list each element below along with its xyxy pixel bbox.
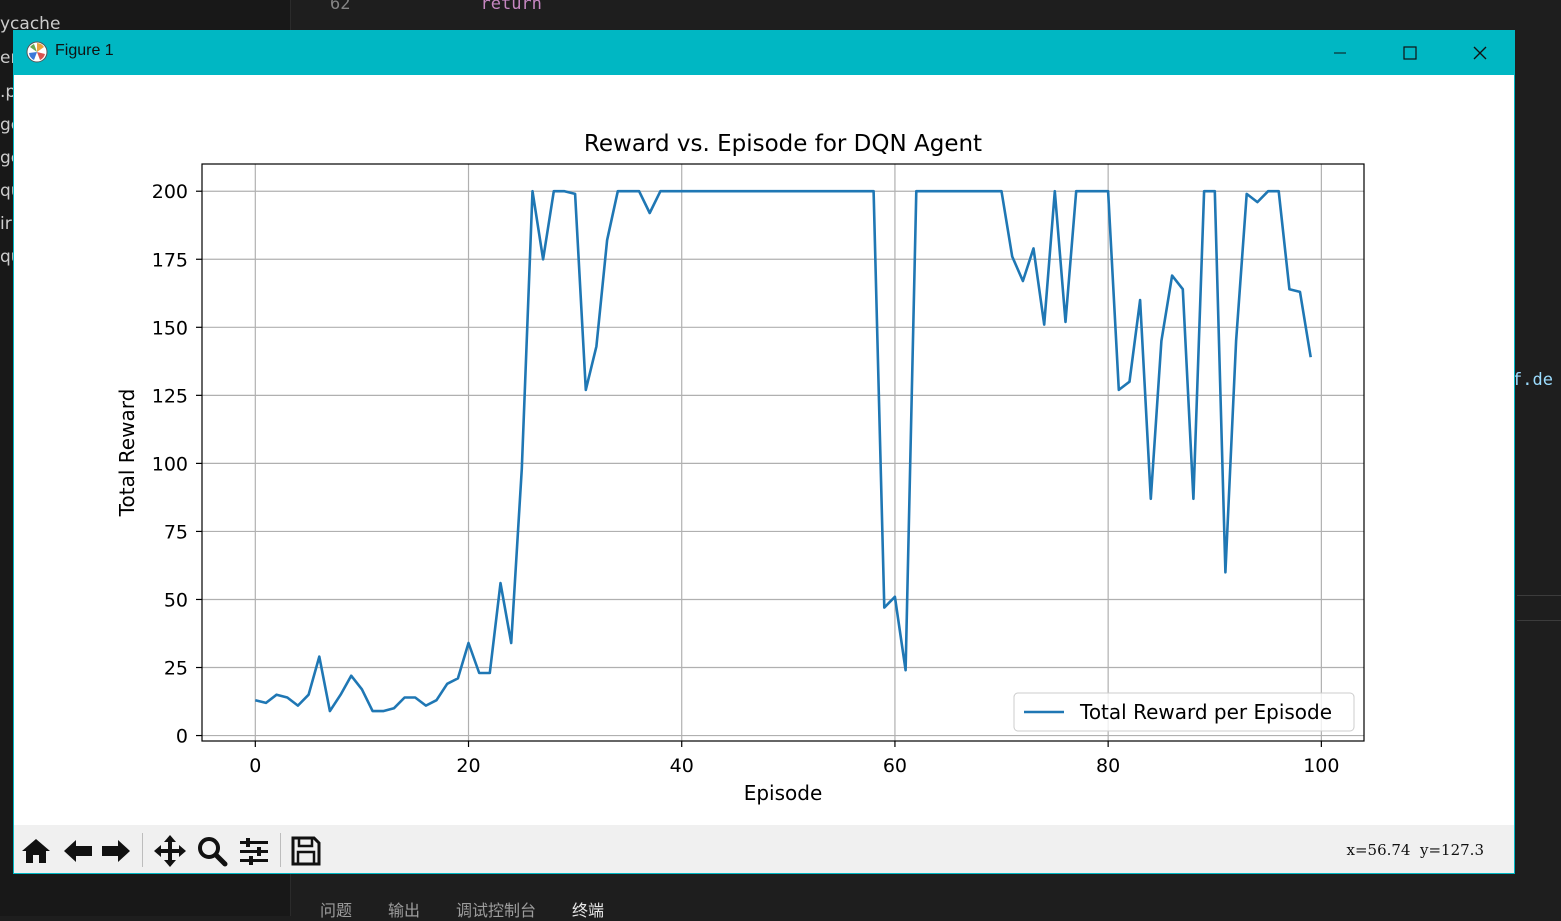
axes-frame (201, 163, 1365, 742)
grid (202, 164, 1364, 741)
y-tick-label: 200 (152, 181, 188, 203)
chart-title: Reward vs. Episode for DQN Agent (584, 131, 982, 157)
x-tick-label: 0 (249, 755, 261, 777)
y-tick-label: 25 (164, 658, 188, 680)
maximize-icon (1403, 46, 1417, 60)
x-tick-label: 60 (883, 755, 907, 777)
line-chart: 0 20 40 60 80 100 0 25 50 75 100 125 150 175 200 Rewar… (115, 131, 1365, 805)
window-titlebar[interactable]: Figure 1 (14, 31, 1514, 75)
configure-button[interactable] (236, 833, 272, 869)
y-tick-label: 175 (152, 249, 188, 271)
x-tick-label: 80 (1096, 755, 1120, 777)
tab-output[interactable]: 输出 (388, 901, 421, 920)
x-tick-label: 40 (670, 755, 694, 777)
save-icon (291, 836, 321, 866)
figure-window: Figure 1 0 20 40 60 80 100 0 25 50 75 100 125 150 175… (13, 30, 1515, 874)
divider (1517, 595, 1561, 596)
plot-canvas[interactable]: 0 20 40 60 80 100 0 25 50 75 100 125 150 175 200 Rewar… (14, 75, 1514, 825)
close-button[interactable] (1445, 31, 1515, 75)
line-number: 62 (330, 0, 351, 14)
minimize-icon (1334, 52, 1346, 54)
forward-icon (102, 840, 130, 862)
code-line: 62 return (330, 0, 542, 14)
home-icon (22, 839, 50, 863)
series-group (254, 189, 1312, 713)
y-tick-label: 100 (152, 453, 188, 475)
x-tick-label: 20 (456, 755, 480, 777)
code-keyword: return (480, 0, 542, 14)
forward-button[interactable] (98, 833, 134, 869)
pan-button[interactable] (152, 833, 188, 869)
series-line (254, 189, 1312, 713)
toolbar-separator (142, 833, 143, 867)
back-button[interactable] (60, 833, 96, 869)
y-axis-label: Total Reward (115, 389, 139, 518)
y-tick-label: 150 (152, 317, 188, 339)
toolbar-separator (280, 833, 281, 867)
y-tick-label: 50 (164, 589, 188, 611)
legend: Total Reward per Episode (1013, 692, 1355, 732)
y-tick-label: 125 (152, 385, 188, 407)
close-icon (1473, 46, 1487, 60)
legend-box (1013, 692, 1355, 732)
tab-terminal[interactable]: 终端 (572, 901, 605, 920)
navigation-toolbar: x=56.74 y=127.3 (14, 825, 1514, 873)
code-fragment: f.de (1512, 370, 1553, 390)
sidebar-item[interactable]: ir (0, 214, 12, 234)
divider (1517, 620, 1561, 621)
minimize-button[interactable] (1305, 31, 1375, 75)
zoom-button[interactable] (194, 833, 230, 869)
home-button[interactable] (18, 833, 54, 869)
y-tick-label: 75 (164, 521, 188, 543)
cursor-coordinates: x=56.74 y=127.3 (1346, 841, 1485, 859)
window-title: Figure 1 (55, 42, 114, 59)
x-tick-label: 100 (1303, 755, 1339, 777)
app-icon (26, 41, 48, 63)
configure-icon (240, 838, 268, 865)
y-tick-label: 0 (176, 726, 188, 748)
panel-tabs: 问题 输出 调试控制台 终端 (320, 897, 640, 921)
save-button[interactable] (288, 833, 324, 869)
sidebar-item[interactable]: .p (0, 82, 17, 102)
tab-problems[interactable]: 问题 (320, 901, 353, 920)
zoom-icon (198, 837, 228, 867)
legend-label: Total Reward per Episode (1079, 700, 1332, 724)
back-icon (64, 840, 92, 862)
tab-debug-console[interactable]: 调试控制台 (456, 901, 537, 920)
pan-icon (154, 835, 186, 867)
sidebar-item[interactable]: ycache (0, 14, 61, 34)
ticks: 0 20 40 60 80 100 0 25 50 75 100 125 150 175 200 (152, 181, 1340, 777)
maximize-button[interactable] (1375, 31, 1445, 75)
x-axis-label: Episode (744, 781, 823, 805)
